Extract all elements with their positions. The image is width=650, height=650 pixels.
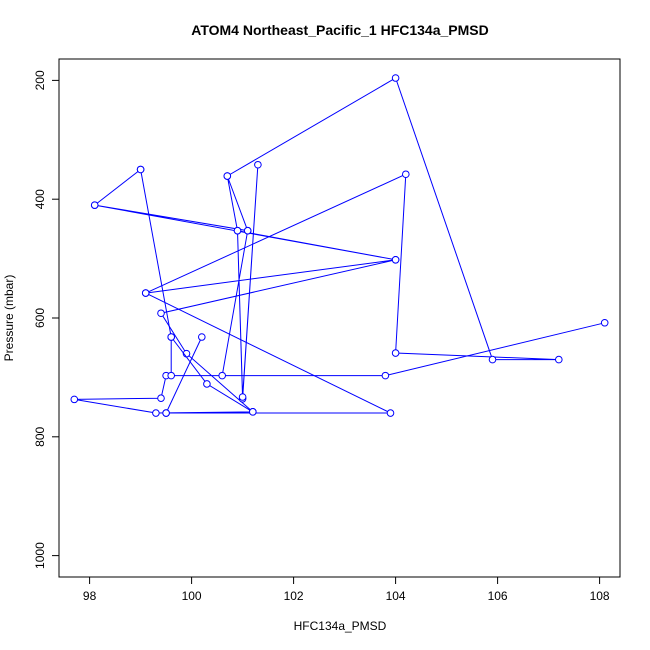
data-point	[218, 371, 226, 380]
data-point	[136, 165, 145, 174]
x-tick-label: 102	[284, 589, 304, 603]
series-line	[94, 169, 141, 206]
data-point	[157, 309, 165, 318]
series-line	[74, 77, 605, 414]
y-tick-label: 200	[33, 70, 47, 90]
data-point	[152, 409, 160, 417]
x-tick-label: 104	[386, 589, 406, 603]
x-axis: 98 100 102 104 106 108	[83, 576, 610, 603]
x-tick-label: 98	[83, 589, 97, 603]
data-point	[162, 409, 170, 417]
data-point	[141, 289, 150, 297]
chart-title: ATOM4 Northeast_Pacific_1 HFC134a_PMSD	[191, 22, 488, 38]
y-tick-label: 600	[33, 308, 47, 328]
data-point	[600, 318, 609, 327]
x-tick-label: 108	[590, 589, 610, 603]
data-point	[70, 395, 79, 404]
data-point	[243, 226, 252, 235]
data-point	[223, 172, 232, 180]
data-point	[391, 74, 400, 82]
y-axis: 200 400 600 800 1000	[33, 70, 60, 569]
data-point	[90, 201, 99, 209]
series-layer	[70, 74, 609, 417]
x-tick-label: 106	[488, 589, 508, 603]
data-point	[488, 355, 497, 364]
data-point	[167, 371, 175, 380]
data-point	[157, 394, 165, 402]
x-tick-label: 100	[182, 589, 202, 603]
data-point	[391, 255, 400, 264]
data-point	[167, 333, 175, 341]
x-axis-label: HFC134a_PMSD	[294, 619, 387, 633]
data-point	[249, 408, 257, 416]
data-point	[386, 409, 395, 417]
data-point	[203, 380, 211, 388]
y-tick-label: 1000	[33, 542, 47, 569]
data-point	[381, 371, 390, 380]
data-point	[402, 170, 410, 179]
data-point	[233, 226, 242, 235]
data-point	[198, 333, 206, 341]
data-point	[254, 160, 262, 169]
y-tick-label: 800	[33, 426, 47, 446]
data-point	[391, 349, 400, 357]
data-point	[238, 393, 247, 401]
data-point	[555, 355, 563, 364]
y-axis-label: Pressure (mbar)	[2, 275, 16, 362]
y-tick-label: 400	[33, 189, 47, 209]
